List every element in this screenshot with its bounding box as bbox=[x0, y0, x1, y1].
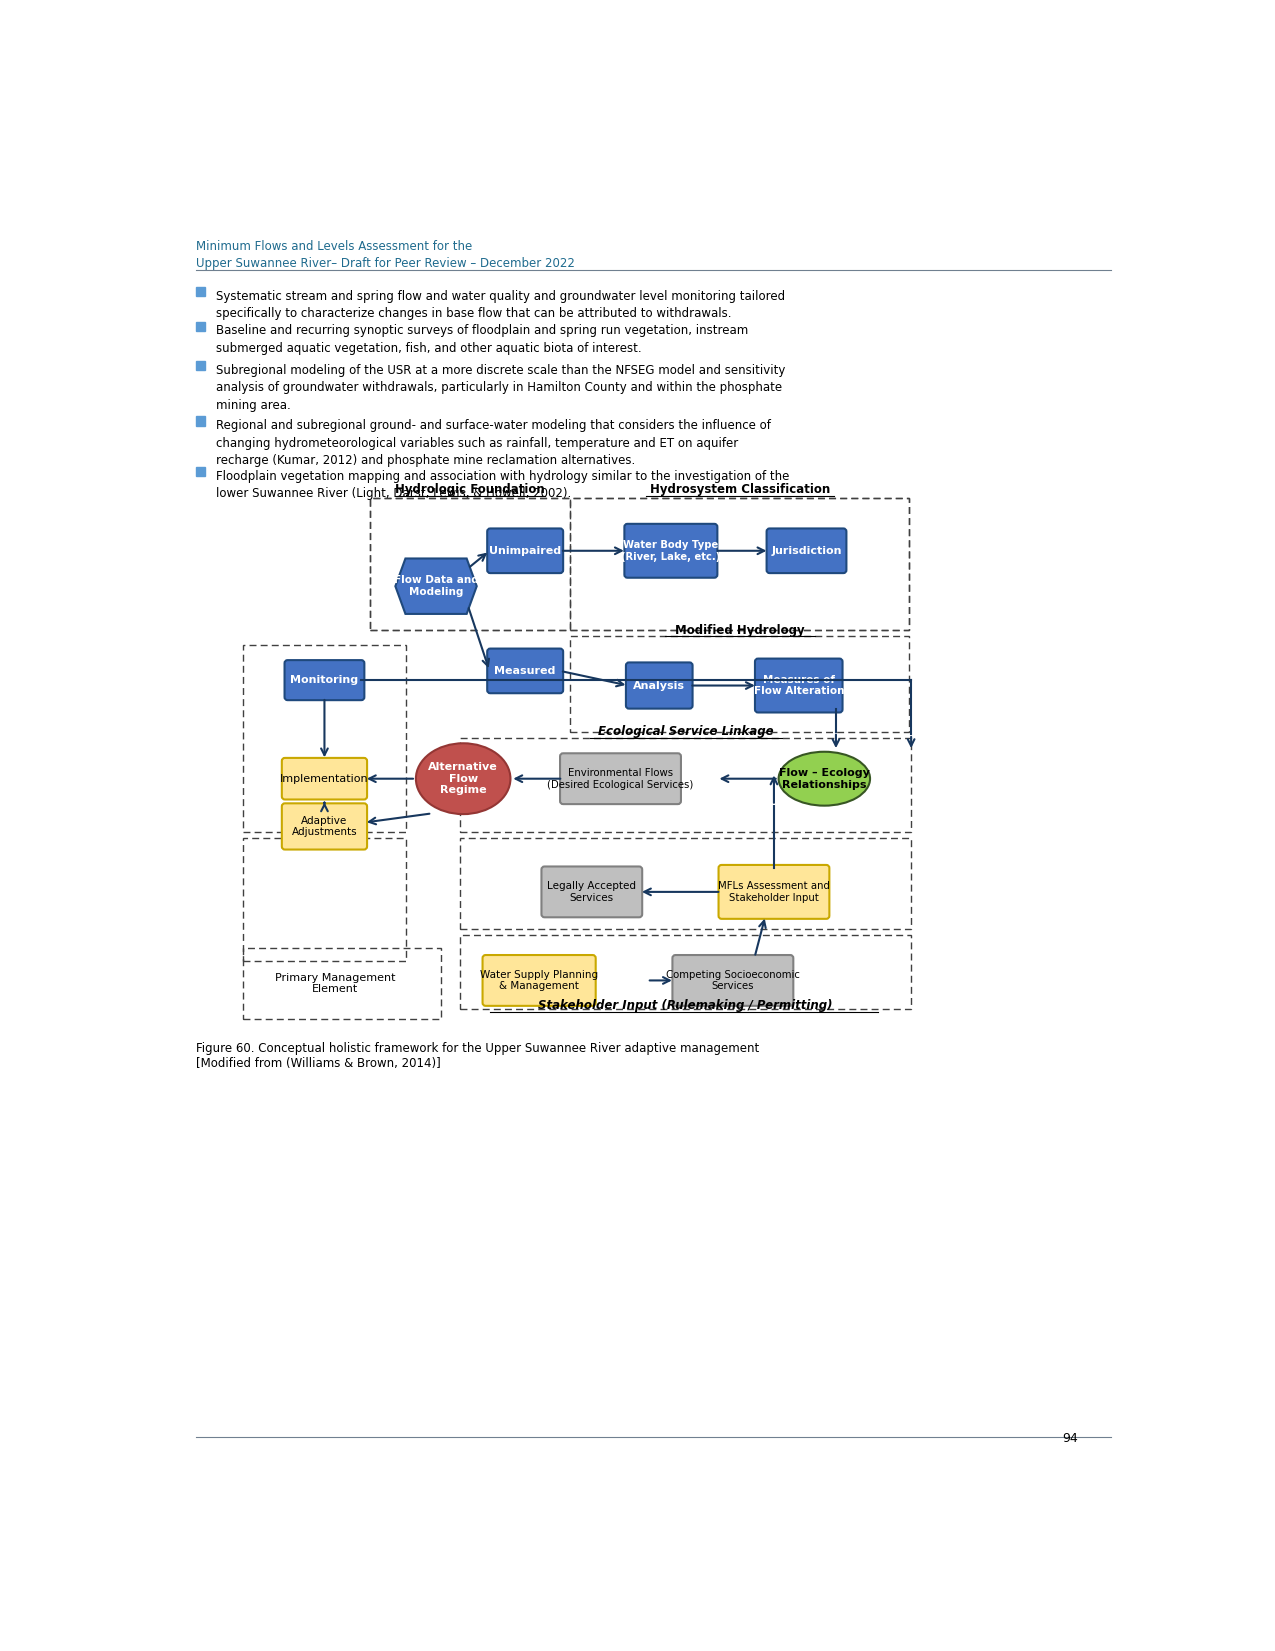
Text: Primary Management
Element: Primary Management Element bbox=[275, 972, 395, 994]
Text: Flow Data and
Modeling: Flow Data and Modeling bbox=[394, 576, 478, 598]
Text: Unimpaired: Unimpaired bbox=[490, 546, 561, 556]
FancyBboxPatch shape bbox=[196, 467, 205, 477]
Bar bbox=[570, 636, 909, 731]
Text: Water Body Type
(River, Lake, etc.): Water Body Type (River, Lake, etc.) bbox=[621, 540, 720, 561]
FancyBboxPatch shape bbox=[719, 865, 829, 920]
Text: Hydrologic Foundation: Hydrologic Foundation bbox=[395, 484, 544, 497]
FancyBboxPatch shape bbox=[282, 758, 367, 799]
FancyBboxPatch shape bbox=[282, 804, 367, 850]
Text: Figure 60. Conceptual holistic framework for the Upper Suwannee River adaptive m: Figure 60. Conceptual holistic framework… bbox=[196, 1042, 759, 1055]
Text: Legally Accepted
Services: Legally Accepted Services bbox=[547, 882, 636, 903]
Text: Ecological Service Linkage: Ecological Service Linkage bbox=[598, 725, 774, 738]
Text: Adaptive
Adjustments: Adaptive Adjustments bbox=[292, 816, 357, 837]
FancyBboxPatch shape bbox=[625, 523, 718, 578]
Text: Baseline and recurring synoptic surveys of floodplain and spring run vegetation,: Baseline and recurring synoptic surveys … bbox=[215, 324, 748, 355]
FancyBboxPatch shape bbox=[196, 287, 205, 296]
FancyBboxPatch shape bbox=[626, 662, 692, 708]
FancyBboxPatch shape bbox=[560, 753, 681, 804]
FancyBboxPatch shape bbox=[196, 322, 205, 330]
Text: Measured: Measured bbox=[495, 665, 556, 675]
Ellipse shape bbox=[779, 751, 870, 806]
Text: Modified Hydrology: Modified Hydrology bbox=[674, 624, 805, 637]
Text: Floodplain vegetation mapping and association with hydrology similar to the inve: Floodplain vegetation mapping and associ… bbox=[215, 471, 789, 500]
Text: Water Supply Planning
& Management: Water Supply Planning & Management bbox=[481, 969, 598, 991]
Bar bbox=[370, 497, 909, 631]
Bar bbox=[244, 948, 441, 1019]
Text: Stakeholder Input (Rulemaking / Permitting): Stakeholder Input (Rulemaking / Permitti… bbox=[538, 999, 833, 1012]
Bar bbox=[460, 738, 912, 832]
Bar bbox=[244, 646, 405, 832]
Bar bbox=[370, 497, 570, 631]
FancyBboxPatch shape bbox=[482, 954, 595, 1005]
Bar bbox=[460, 839, 912, 930]
Text: Hydrosystem Classification: Hydrosystem Classification bbox=[650, 484, 830, 497]
Text: Flow – Ecology
Relationships: Flow – Ecology Relationships bbox=[779, 768, 870, 789]
FancyBboxPatch shape bbox=[672, 954, 793, 1005]
Text: Upper Suwannee River– Draft for Peer Review – December 2022: Upper Suwannee River– Draft for Peer Rev… bbox=[196, 258, 575, 271]
Text: Minimum Flows and Levels Assessment for the: Minimum Flows and Levels Assessment for … bbox=[196, 239, 472, 253]
Text: Systematic stream and spring flow and water quality and groundwater level monito: Systematic stream and spring flow and wa… bbox=[215, 289, 785, 320]
Bar bbox=[460, 934, 912, 1009]
Text: Alternative
Flow
Regime: Alternative Flow Regime bbox=[428, 763, 499, 796]
Text: Analysis: Analysis bbox=[634, 680, 685, 690]
Bar bbox=[570, 497, 909, 631]
Text: [Modified from (Williams & Brown, 2014)]: [Modified from (Williams & Brown, 2014)] bbox=[196, 1057, 441, 1070]
Polygon shape bbox=[395, 558, 477, 614]
Text: Regional and subregional ground- and surface-water modeling that considers the i: Regional and subregional ground- and sur… bbox=[215, 419, 771, 467]
Bar bbox=[244, 839, 405, 961]
FancyBboxPatch shape bbox=[487, 649, 564, 693]
Text: Monitoring: Monitoring bbox=[291, 675, 358, 685]
FancyBboxPatch shape bbox=[542, 867, 643, 918]
Text: Competing Socioeconomic
Services: Competing Socioeconomic Services bbox=[666, 969, 799, 991]
FancyBboxPatch shape bbox=[196, 416, 205, 426]
FancyBboxPatch shape bbox=[766, 528, 847, 573]
Text: Jurisdiction: Jurisdiction bbox=[771, 546, 842, 556]
FancyBboxPatch shape bbox=[487, 528, 564, 573]
Text: Environmental Flows
(Desired Ecological Services): Environmental Flows (Desired Ecological … bbox=[547, 768, 694, 789]
Ellipse shape bbox=[416, 743, 510, 814]
FancyBboxPatch shape bbox=[196, 362, 205, 370]
Text: 94: 94 bbox=[1062, 1431, 1077, 1445]
FancyBboxPatch shape bbox=[755, 659, 843, 713]
Text: Implementation: Implementation bbox=[280, 774, 368, 784]
Text: Measures of
Flow Alteration: Measures of Flow Alteration bbox=[754, 675, 844, 697]
Text: Subregional modeling of the USR at a more discrete scale than the NFSEG model an: Subregional modeling of the USR at a mor… bbox=[215, 363, 785, 411]
FancyBboxPatch shape bbox=[284, 660, 365, 700]
Text: MFLs Assessment and
Stakeholder Input: MFLs Assessment and Stakeholder Input bbox=[718, 882, 830, 903]
